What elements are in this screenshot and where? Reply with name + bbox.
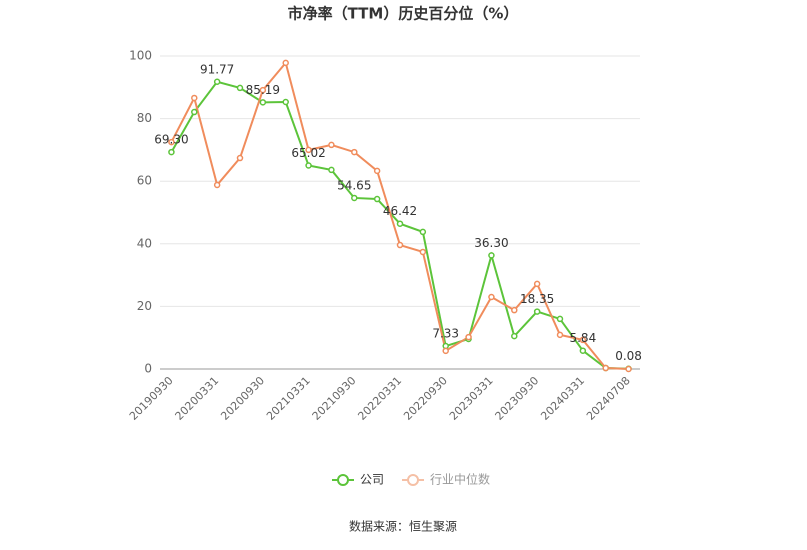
y-tick-label: 80 (137, 111, 152, 125)
x-tick-label: 20210930 (310, 374, 359, 423)
point (579, 336, 587, 344)
x-tick-label: 20220331 (355, 374, 404, 423)
point (282, 59, 289, 67)
value-label: 36.30 (474, 236, 508, 250)
point (602, 364, 609, 372)
value-label: 85.19 (246, 83, 280, 97)
point (511, 332, 518, 340)
chart-title: 市净率（TTM）历史百分位（%） (288, 5, 519, 23)
value-label: 7.33 (432, 327, 459, 341)
point (305, 146, 312, 154)
point (625, 365, 632, 373)
point (579, 347, 587, 354)
point (259, 86, 267, 94)
point (351, 148, 358, 156)
point (328, 166, 335, 174)
source: 数据来源：恒生聚源 (349, 519, 457, 534)
point (328, 141, 335, 149)
y-tick-label: 100 (129, 49, 152, 63)
point (511, 306, 518, 314)
x-tick-label: 20230930 (493, 374, 542, 423)
value-label: 18.35 (520, 292, 554, 306)
value-label: 0.08 (615, 349, 642, 363)
point (305, 162, 312, 169)
point (213, 181, 221, 189)
point (442, 347, 449, 355)
value-label: 65.02 (291, 146, 325, 160)
point (556, 331, 564, 339)
point (191, 108, 198, 116)
point (488, 293, 495, 301)
y-tick-label: 40 (137, 236, 152, 250)
legend-label: 行业中位数 (430, 472, 490, 487)
point (373, 195, 381, 203)
point (168, 138, 175, 146)
legend-label: 公司 (360, 473, 384, 487)
point (419, 248, 427, 256)
point (168, 148, 175, 156)
x-tick-label: 20220930 (401, 374, 450, 423)
point (533, 280, 541, 288)
value-label: 69.30 (154, 133, 188, 147)
legend-marker (407, 474, 420, 486)
value-label: 54.65 (337, 178, 371, 192)
point (213, 78, 221, 86)
point (373, 167, 381, 175)
point (465, 333, 472, 341)
point (419, 228, 427, 236)
point (396, 241, 404, 249)
legend-marker (337, 474, 349, 486)
point (236, 154, 244, 162)
point (191, 94, 198, 102)
y-tick-label: 20 (137, 299, 152, 313)
value-label: 46.42 (383, 204, 417, 218)
point (236, 84, 244, 92)
point (556, 315, 564, 323)
x-tick-label: 20210331 (264, 374, 313, 423)
value-label: 5.84 (569, 331, 596, 345)
x-tick-label: 20230331 (447, 374, 496, 423)
point (351, 194, 358, 202)
point (396, 220, 404, 227)
y-tick-label: 60 (137, 174, 152, 188)
point (259, 99, 267, 106)
x-tick-label: 20240331 (538, 374, 587, 423)
y-tick-label: 0 (144, 362, 152, 376)
x-tick-label: 20190930 (127, 374, 176, 423)
x-tick-label: 20200331 (173, 374, 222, 423)
point (533, 308, 541, 315)
value-label: 91.77 (200, 62, 234, 76)
point (488, 252, 495, 259)
x-tick-label: 20200930 (218, 374, 267, 423)
x-tick-label: 20240708 (584, 374, 633, 423)
point (282, 98, 289, 106)
